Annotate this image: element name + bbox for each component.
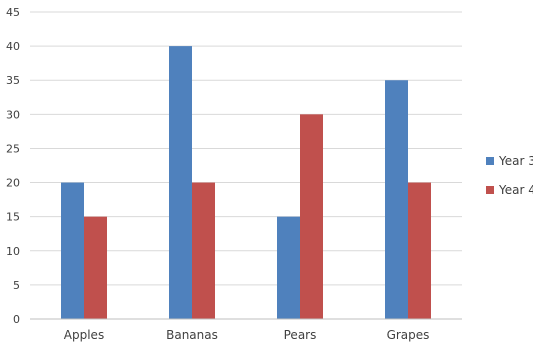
y-tick-label: 35 [6,74,20,87]
bar-year-3-pears [277,216,300,319]
y-tick-label: 40 [6,40,20,53]
chart-legend: Year 3 Year 4 [486,153,533,211]
bar-year-3-apples [61,182,84,319]
legend-item-year-4: Year 4 [486,182,533,198]
bar-year-4-apples [84,216,107,319]
y-tick-label: 45 [6,6,20,19]
x-tick-label: Grapes [387,328,430,342]
bar-year-3-grapes [385,80,408,319]
bar-year-4-grapes [408,182,431,319]
x-tick-label: Pears [284,328,317,342]
legend-swatch-year-4 [486,186,494,194]
bar-year-3-bananas [169,46,192,319]
legend-swatch-year-3 [486,157,494,165]
y-tick-label: 10 [6,245,20,258]
y-tick-label: 30 [6,108,20,121]
y-tick-label: 20 [6,177,20,190]
bar-year-4-pears [300,114,323,319]
legend-label-year-3: Year 3 [499,154,533,168]
y-tick-label: 5 [13,279,20,292]
y-tick-label: 0 [13,313,20,326]
bar-year-4-bananas [192,182,215,319]
x-tick-label: Bananas [166,328,218,342]
legend-item-year-3: Year 3 [486,153,533,169]
y-tick-label: 15 [6,211,20,224]
y-tick-label: 25 [6,142,20,155]
x-tick-label: Apples [64,328,104,342]
legend-label-year-4: Year 4 [499,183,533,197]
